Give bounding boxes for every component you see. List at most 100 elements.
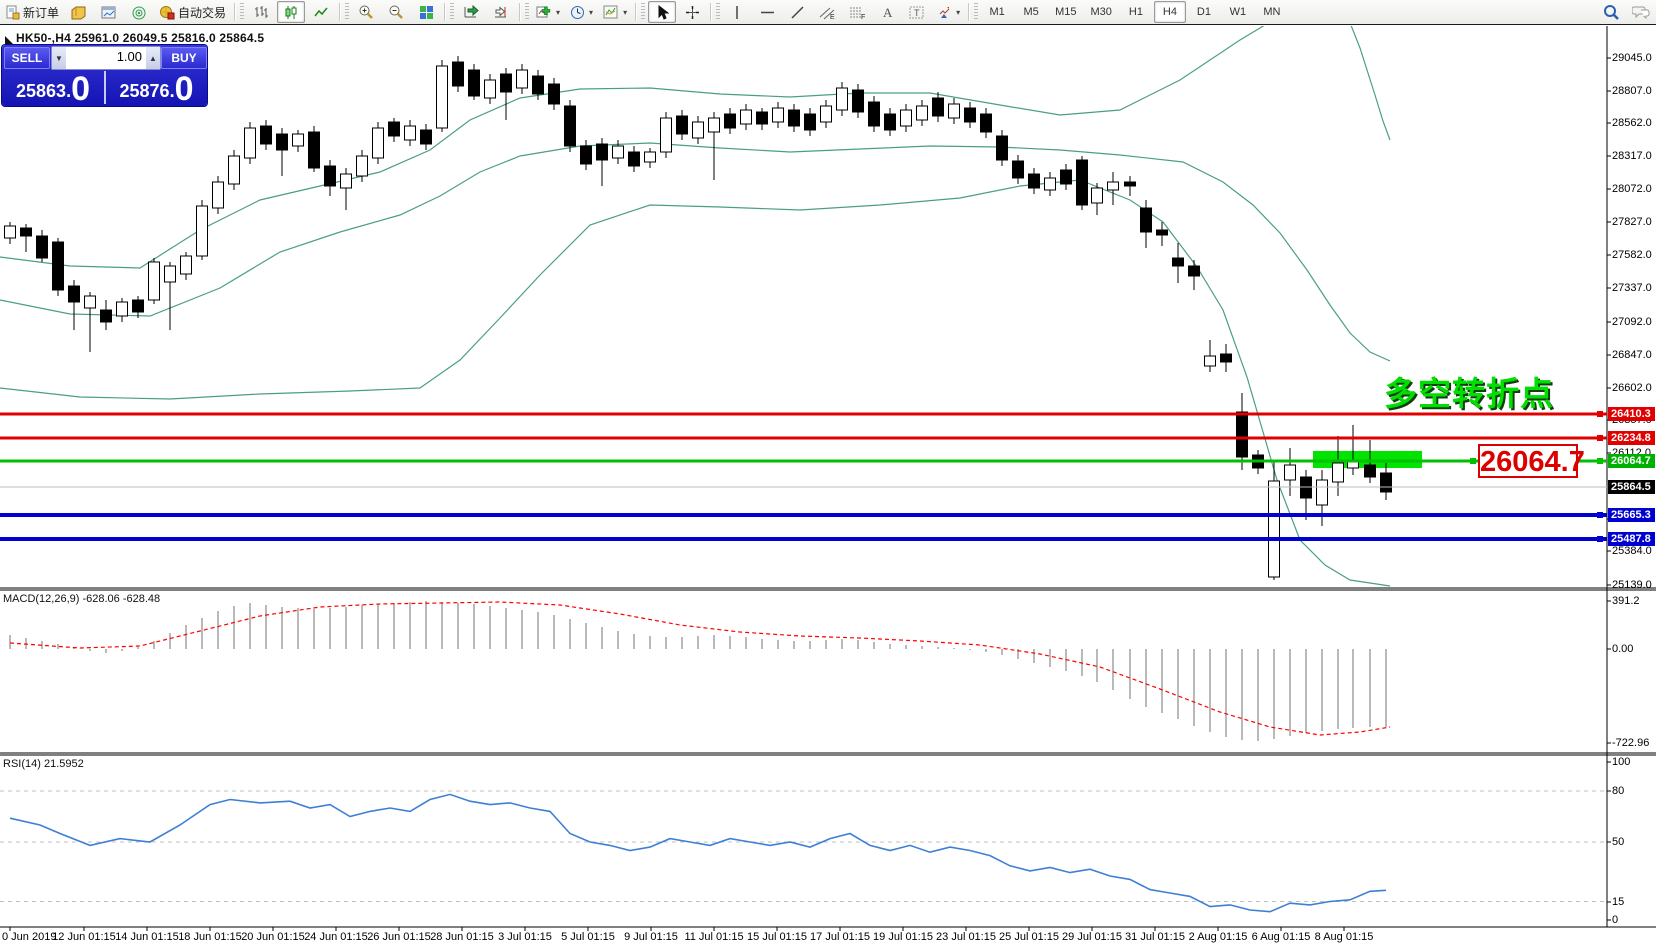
- timeframe-m1-button[interactable]: M1: [989, 6, 1005, 18]
- templates-button[interactable]: ▾: [599, 1, 631, 23]
- auto-scroll-button[interactable]: [457, 1, 485, 23]
- candle: [404, 120, 416, 146]
- line-chart-button[interactable]: [307, 1, 335, 23]
- bar-chart-button[interactable]: [247, 1, 275, 23]
- signals-button[interactable]: [125, 1, 153, 23]
- toolbar-separator: [519, 3, 521, 21]
- text-label-button[interactable]: T: [903, 1, 931, 23]
- new-chart-icon: [536, 5, 552, 20]
- candle: [1156, 222, 1168, 246]
- periods-icon: [570, 5, 585, 20]
- chart-canvas: [0, 26, 1656, 931]
- timeframe-h4-button[interactable]: H4: [1153, 1, 1186, 23]
- zoom-in-button[interactable]: [352, 1, 380, 23]
- horizontal-line-button[interactable]: [753, 1, 781, 23]
- tile-windows-icon: [419, 5, 434, 20]
- charts-window-icon: [101, 5, 117, 20]
- candle: [212, 176, 224, 214]
- chat-button[interactable]: [1627, 1, 1655, 23]
- time-tick: 8 Aug 01:15: [1314, 931, 1374, 943]
- arrows-caret-icon[interactable]: ▾: [956, 7, 961, 17]
- candle: [260, 120, 272, 150]
- line-handle[interactable]: [1597, 435, 1603, 441]
- volume-up-icon[interactable]: ▲: [146, 47, 160, 69]
- timeframe-d1-button[interactable]: D1: [1196, 6, 1211, 18]
- toolbar-grip: [525, 3, 530, 21]
- periods-button[interactable]: ▾: [566, 1, 597, 23]
- templates-caret-icon[interactable]: ▾: [623, 7, 628, 17]
- buy-button[interactable]: BUY: [161, 47, 207, 69]
- candle: [852, 84, 864, 118]
- candle: [1060, 164, 1072, 190]
- time-tick: 23 Jul 01:15: [936, 931, 996, 943]
- time-tick: 15 Jul 01:15: [747, 931, 807, 943]
- toolbar-separator: [339, 3, 341, 21]
- equidistant-channel-button[interactable]: E: [813, 1, 841, 23]
- line-handle[interactable]: [1597, 536, 1603, 542]
- time-tick: 14 Jun 01:15: [115, 931, 179, 943]
- candle: [484, 74, 496, 104]
- candle: [820, 100, 832, 128]
- candlestick-chart-button[interactable]: [277, 1, 306, 23]
- candle: [1332, 436, 1344, 496]
- sell-price[interactable]: 25863. 0: [16, 70, 90, 108]
- profiles-button[interactable]: [65, 1, 93, 23]
- profiles-icon: [71, 5, 87, 20]
- timeframe-m30-button[interactable]: M30: [1090, 6, 1112, 18]
- candle: [980, 108, 992, 138]
- price-tick: 25139.0: [1612, 579, 1652, 591]
- chart-shift-button[interactable]: [487, 1, 515, 23]
- new-chart-button[interactable]: ▾: [532, 1, 564, 23]
- macd-label: MACD(12,26,9) -628.06 -628.48: [3, 593, 161, 605]
- search-icon: [1603, 4, 1620, 21]
- cursor-button[interactable]: [648, 1, 677, 23]
- volume-down-icon[interactable]: ▼: [52, 47, 66, 69]
- trendline-button[interactable]: [783, 1, 811, 23]
- price-badge-26410.3: 26410.3: [1608, 407, 1655, 421]
- time-tick: 11 Jul 01:15: [684, 931, 744, 943]
- crosshair-button[interactable]: [678, 1, 706, 23]
- arrows-button[interactable]: ▾: [933, 1, 964, 23]
- time-tick: 28 Jun 01:15: [430, 931, 494, 943]
- candle: [1124, 176, 1136, 196]
- candle: [948, 98, 960, 124]
- volume-value[interactable]: 1.00: [116, 49, 142, 64]
- turning-point-annotation[interactable]: 多空转折点: [1384, 375, 1554, 412]
- charts-window-button[interactable]: [95, 1, 123, 23]
- new-chart-caret-icon[interactable]: ▾: [556, 7, 561, 17]
- rsi-tick: 0: [1612, 914, 1619, 926]
- zoom-out-button[interactable]: [382, 1, 410, 23]
- candle: [996, 130, 1008, 166]
- vertical-line-button[interactable]: [723, 1, 751, 23]
- price-callout-box[interactable]: 26064.7: [1478, 444, 1585, 478]
- candle: [1172, 243, 1184, 283]
- text-button[interactable]: A: [873, 1, 901, 23]
- new-order-button[interactable]: 新订单: [1, 1, 63, 23]
- timeframe-h1-button[interactable]: H1: [1128, 6, 1143, 18]
- periods-caret-icon[interactable]: ▾: [589, 7, 594, 17]
- line-handle[interactable]: [1597, 411, 1603, 417]
- line-handle[interactable]: [1597, 458, 1603, 464]
- search-button[interactable]: [1597, 1, 1625, 23]
- candle: [900, 104, 912, 132]
- fibonacci-button[interactable]: F: [843, 1, 871, 23]
- timeframe-m5-button[interactable]: M5: [1023, 6, 1039, 18]
- candle: [164, 262, 176, 330]
- candle: [1220, 344, 1232, 372]
- sell-button[interactable]: SELL: [4, 47, 50, 69]
- candle: [372, 122, 384, 164]
- auto-trading-button[interactable]: 自动交易: [155, 1, 230, 23]
- tile-windows-button[interactable]: [412, 1, 440, 23]
- svg-text:E: E: [830, 14, 835, 20]
- line-handle[interactable]: [1597, 512, 1603, 518]
- line-handle[interactable]: [1470, 458, 1476, 464]
- timeframe-w1-button[interactable]: W1: [1229, 6, 1247, 18]
- candle: [4, 222, 16, 244]
- volume-stepper[interactable]: ▼ 1.00 ▲: [51, 46, 161, 70]
- timeframe-m15-button[interactable]: M15: [1055, 6, 1077, 18]
- time-tick: 0 Jun 2019: [2, 931, 57, 943]
- buy-price[interactable]: 25876. 0: [119, 70, 194, 108]
- time-tick: 25 Jul 01:15: [999, 931, 1059, 943]
- cursor-icon: [655, 4, 670, 20]
- timeframe-mn-button[interactable]: MN: [1263, 6, 1281, 18]
